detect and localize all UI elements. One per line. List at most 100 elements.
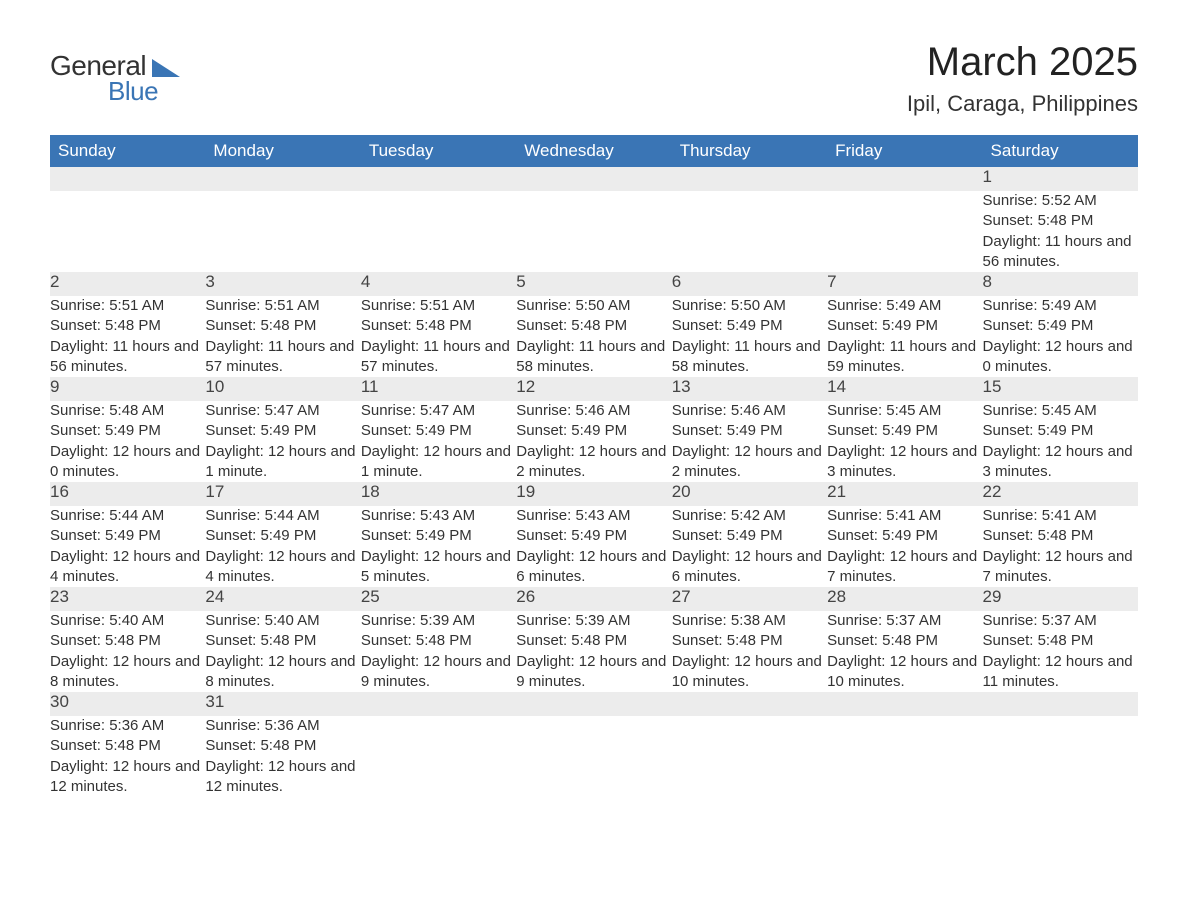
day-number-cell xyxy=(827,167,982,191)
day-content-cell xyxy=(516,716,671,797)
day-number-cell: 23 xyxy=(50,587,205,611)
day-number-cell xyxy=(827,692,982,716)
day-content-cell xyxy=(205,191,360,272)
day-number-cell: 5 xyxy=(516,272,671,296)
sunrise-line: Sunrise: 5:38 AM xyxy=(672,611,827,631)
sunrise-line: Sunrise: 5:51 AM xyxy=(361,296,516,316)
logo-text-blue: Blue xyxy=(108,76,158,107)
day-number-cell: 21 xyxy=(827,482,982,506)
sunrise-line: Sunrise: 5:50 AM xyxy=(672,296,827,316)
day-number-row: 9101112131415 xyxy=(50,377,1138,401)
sunrise-line: Sunrise: 5:41 AM xyxy=(827,506,982,526)
day-content-cell: Sunrise: 5:44 AMSunset: 5:49 PMDaylight:… xyxy=(50,506,205,587)
day-content-cell: Sunrise: 5:37 AMSunset: 5:48 PMDaylight:… xyxy=(983,611,1138,692)
day-number-row: 16171819202122 xyxy=(50,482,1138,506)
daylight-line: Daylight: 11 hours and 56 minutes. xyxy=(50,337,205,378)
weekday-header: Wednesday xyxy=(516,135,671,167)
sunset-line: Sunset: 5:49 PM xyxy=(983,421,1138,441)
daylight-line: Daylight: 12 hours and 0 minutes. xyxy=(983,337,1138,378)
sunset-line: Sunset: 5:48 PM xyxy=(50,736,205,756)
day-content-cell: Sunrise: 5:50 AMSunset: 5:48 PMDaylight:… xyxy=(516,296,671,377)
daylight-line: Daylight: 12 hours and 5 minutes. xyxy=(361,547,516,588)
day-number-cell: 3 xyxy=(205,272,360,296)
day-number-cell: 8 xyxy=(983,272,1138,296)
day-content-cell: Sunrise: 5:47 AMSunset: 5:49 PMDaylight:… xyxy=(205,401,360,482)
sunset-line: Sunset: 5:48 PM xyxy=(361,316,516,336)
sunrise-line: Sunrise: 5:40 AM xyxy=(50,611,205,631)
sunrise-line: Sunrise: 5:43 AM xyxy=(361,506,516,526)
weekday-header: Saturday xyxy=(983,135,1138,167)
sunrise-line: Sunrise: 5:36 AM xyxy=(50,716,205,736)
sunrise-line: Sunrise: 5:50 AM xyxy=(516,296,671,316)
day-content-cell xyxy=(672,716,827,797)
day-content-cell: Sunrise: 5:51 AMSunset: 5:48 PMDaylight:… xyxy=(50,296,205,377)
day-content-cell: Sunrise: 5:41 AMSunset: 5:48 PMDaylight:… xyxy=(983,506,1138,587)
daylight-line: Daylight: 12 hours and 2 minutes. xyxy=(516,442,671,483)
day-content-cell: Sunrise: 5:39 AMSunset: 5:48 PMDaylight:… xyxy=(361,611,516,692)
day-number-row: 23242526272829 xyxy=(50,587,1138,611)
day-content-row: Sunrise: 5:40 AMSunset: 5:48 PMDaylight:… xyxy=(50,611,1138,692)
day-number-cell xyxy=(672,692,827,716)
daylight-line: Daylight: 12 hours and 4 minutes. xyxy=(50,547,205,588)
sunset-line: Sunset: 5:48 PM xyxy=(983,526,1138,546)
day-number-cell xyxy=(205,167,360,191)
sunset-line: Sunset: 5:48 PM xyxy=(50,316,205,336)
day-number-cell: 22 xyxy=(983,482,1138,506)
sunrise-line: Sunrise: 5:47 AM xyxy=(361,401,516,421)
day-number-cell: 2 xyxy=(50,272,205,296)
daylight-line: Daylight: 12 hours and 8 minutes. xyxy=(50,652,205,693)
day-number-cell: 30 xyxy=(50,692,205,716)
sunrise-line: Sunrise: 5:37 AM xyxy=(827,611,982,631)
sunset-line: Sunset: 5:49 PM xyxy=(983,316,1138,336)
daylight-line: Daylight: 12 hours and 2 minutes. xyxy=(672,442,827,483)
day-content-cell: Sunrise: 5:42 AMSunset: 5:49 PMDaylight:… xyxy=(672,506,827,587)
sunrise-line: Sunrise: 5:40 AM xyxy=(205,611,360,631)
day-content-cell: Sunrise: 5:45 AMSunset: 5:49 PMDaylight:… xyxy=(983,401,1138,482)
daylight-line: Daylight: 12 hours and 10 minutes. xyxy=(827,652,982,693)
sunset-line: Sunset: 5:48 PM xyxy=(983,211,1138,231)
sunrise-line: Sunrise: 5:46 AM xyxy=(672,401,827,421)
day-content-cell: Sunrise: 5:45 AMSunset: 5:49 PMDaylight:… xyxy=(827,401,982,482)
page-title: March 2025 xyxy=(907,40,1138,85)
day-content-cell: Sunrise: 5:40 AMSunset: 5:48 PMDaylight:… xyxy=(50,611,205,692)
day-number-cell: 28 xyxy=(827,587,982,611)
daylight-line: Daylight: 12 hours and 12 minutes. xyxy=(50,757,205,798)
day-content-cell: Sunrise: 5:44 AMSunset: 5:49 PMDaylight:… xyxy=(205,506,360,587)
day-number-cell: 25 xyxy=(361,587,516,611)
day-number-cell: 10 xyxy=(205,377,360,401)
sunset-line: Sunset: 5:48 PM xyxy=(672,631,827,651)
sunset-line: Sunset: 5:48 PM xyxy=(827,631,982,651)
day-content-cell: Sunrise: 5:51 AMSunset: 5:48 PMDaylight:… xyxy=(361,296,516,377)
daylight-line: Daylight: 12 hours and 7 minutes. xyxy=(827,547,982,588)
weekday-header: Friday xyxy=(827,135,982,167)
day-content-cell: Sunrise: 5:49 AMSunset: 5:49 PMDaylight:… xyxy=(983,296,1138,377)
weekday-header-row: Sunday Monday Tuesday Wednesday Thursday… xyxy=(50,135,1138,167)
day-number-cell xyxy=(983,692,1138,716)
day-content-row: Sunrise: 5:52 AMSunset: 5:48 PMDaylight:… xyxy=(50,191,1138,272)
day-content-cell xyxy=(361,191,516,272)
weekday-header: Sunday xyxy=(50,135,205,167)
title-block: March 2025 Ipil, Caraga, Philippines xyxy=(907,40,1138,117)
day-number-cell: 20 xyxy=(672,482,827,506)
sunrise-line: Sunrise: 5:39 AM xyxy=(516,611,671,631)
day-number-cell: 16 xyxy=(50,482,205,506)
sunset-line: Sunset: 5:48 PM xyxy=(205,316,360,336)
day-number-cell: 9 xyxy=(50,377,205,401)
day-number-cell xyxy=(672,167,827,191)
sunset-line: Sunset: 5:49 PM xyxy=(672,421,827,441)
sunset-line: Sunset: 5:49 PM xyxy=(205,526,360,546)
sunrise-line: Sunrise: 5:44 AM xyxy=(50,506,205,526)
sunset-line: Sunset: 5:49 PM xyxy=(827,526,982,546)
sunset-line: Sunset: 5:49 PM xyxy=(827,316,982,336)
sunset-line: Sunset: 5:49 PM xyxy=(516,421,671,441)
day-number-row: 1 xyxy=(50,167,1138,191)
sunset-line: Sunset: 5:49 PM xyxy=(827,421,982,441)
day-number-cell: 4 xyxy=(361,272,516,296)
day-content-cell: Sunrise: 5:49 AMSunset: 5:49 PMDaylight:… xyxy=(827,296,982,377)
day-content-cell: Sunrise: 5:38 AMSunset: 5:48 PMDaylight:… xyxy=(672,611,827,692)
sunrise-line: Sunrise: 5:36 AM xyxy=(205,716,360,736)
day-content-cell: Sunrise: 5:50 AMSunset: 5:49 PMDaylight:… xyxy=(672,296,827,377)
day-number-cell: 1 xyxy=(983,167,1138,191)
day-content-cell xyxy=(983,716,1138,797)
day-number-cell: 12 xyxy=(516,377,671,401)
